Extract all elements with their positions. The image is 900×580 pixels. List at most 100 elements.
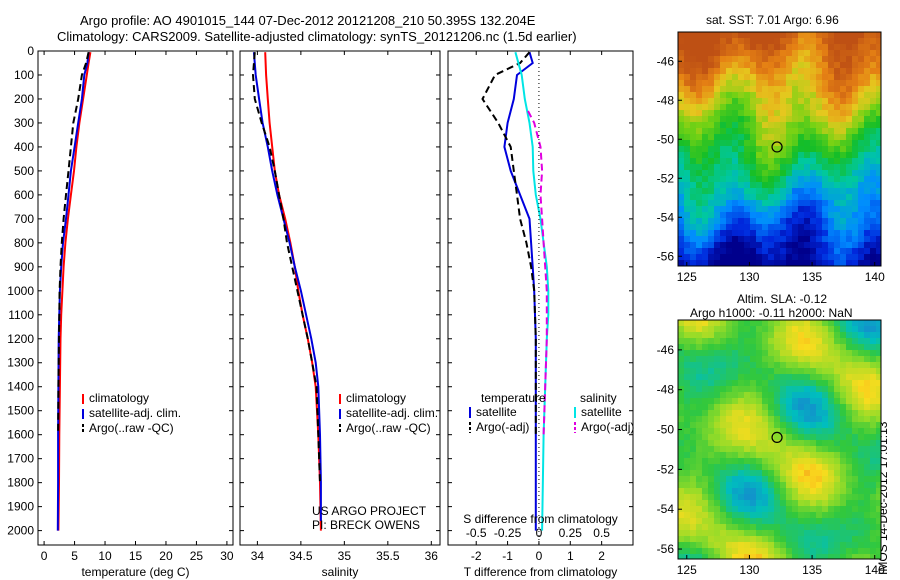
sla-map-cell xyxy=(876,434,881,440)
sla-map-cell xyxy=(822,548,828,554)
sla-map-cell xyxy=(822,554,828,559)
sst-map-cell xyxy=(870,206,876,212)
sst-map-cell xyxy=(774,92,780,98)
sla-map-cell xyxy=(738,422,744,428)
sst-map-cell xyxy=(708,116,714,122)
sla-map-cell xyxy=(696,488,702,494)
sla-map-cell xyxy=(876,338,881,344)
salinity-xtick-label: 34.5 xyxy=(289,549,313,563)
sla-map-cell xyxy=(738,446,744,452)
sst-map-cell xyxy=(720,104,726,110)
sla-map-cell xyxy=(756,332,762,338)
sdiff-tick-label: 0.25 xyxy=(559,526,583,540)
sst-map-cell xyxy=(798,32,804,38)
sst-map-cell xyxy=(684,80,690,86)
sst-map-cell xyxy=(834,170,840,176)
sst-map-frame xyxy=(677,31,882,267)
sst-map-cell xyxy=(798,128,804,134)
sst-map-cell xyxy=(834,122,840,128)
sst-map-cell xyxy=(852,56,858,62)
sst-map-cell xyxy=(852,68,858,74)
sst-map-cell xyxy=(804,68,810,74)
sla-map-cell xyxy=(756,518,762,524)
sla-map-cell xyxy=(702,374,708,380)
sla-map-cell xyxy=(798,410,804,416)
sst-map-cell xyxy=(756,44,762,50)
sla-map-cell xyxy=(768,506,774,512)
sst-map-cell xyxy=(846,68,852,74)
sla-map-cell xyxy=(720,434,726,440)
sst-map-cell xyxy=(846,158,852,164)
sla-map-cell xyxy=(684,542,690,548)
sst-map-cell xyxy=(780,62,786,68)
sla-map-cell xyxy=(780,458,786,464)
sst-map-cell xyxy=(690,230,696,236)
sla-map-cell xyxy=(858,500,864,506)
sla-map-cell xyxy=(744,416,750,422)
sst-map-cell xyxy=(834,176,840,182)
temperature-frame xyxy=(37,50,234,546)
sst-map-cell xyxy=(828,248,834,254)
sst-map-cell xyxy=(768,194,774,200)
sla-map-cell xyxy=(768,368,774,374)
sst-map-cell xyxy=(816,206,822,212)
sla-map-cell xyxy=(822,482,828,488)
sst-map-cell xyxy=(732,224,738,230)
sla-map-cell xyxy=(756,356,762,362)
sla-map-cell xyxy=(786,434,792,440)
sst-map-cell xyxy=(804,44,810,50)
sst-map-cell xyxy=(756,86,762,92)
sst-map-cell xyxy=(738,32,744,38)
sla-map-cell xyxy=(738,548,744,554)
sla-map-cell xyxy=(870,440,876,446)
sla-map-cell xyxy=(876,452,881,458)
sst-map-cell xyxy=(828,230,834,236)
sla-map-cell xyxy=(684,338,690,344)
sla-map-cell xyxy=(792,494,798,500)
sst-map-cell xyxy=(738,146,744,152)
sst-map-cell xyxy=(720,62,726,68)
sst-map-cell xyxy=(726,248,732,254)
sla-map-cell xyxy=(756,506,762,512)
sst-map-cell xyxy=(870,164,876,170)
sst-map-cell xyxy=(864,68,870,74)
sst-map-cell xyxy=(858,146,864,152)
sst-map-cell xyxy=(798,68,804,74)
sla-map-cell xyxy=(810,428,816,434)
sst-map-cell xyxy=(816,164,822,170)
sla-map-cell xyxy=(774,464,780,470)
sst-map-cell xyxy=(696,80,702,86)
sla-map-cell xyxy=(702,350,708,356)
sst-map-cell xyxy=(732,248,738,254)
sla-map-cell xyxy=(684,530,690,536)
sla-map-cell xyxy=(714,464,720,470)
sla-map-cell xyxy=(804,500,810,506)
sst-map-cell xyxy=(822,98,828,104)
sla-map-cell xyxy=(846,494,852,500)
sla-map-cell xyxy=(768,410,774,416)
sst-map-cell xyxy=(750,176,756,182)
sla-map-cell xyxy=(726,452,732,458)
sla-map-cell xyxy=(804,410,810,416)
sst-map-cell xyxy=(780,116,786,122)
sla-map-cell xyxy=(792,398,798,404)
sst-map-cell xyxy=(768,206,774,212)
sla-map-cell xyxy=(690,410,696,416)
sst-map-cell xyxy=(702,110,708,116)
sla-map-cell xyxy=(858,488,864,494)
sst-map-cell xyxy=(774,56,780,62)
sst-map-cell xyxy=(858,224,864,230)
sla-map-cell xyxy=(876,422,881,428)
sla-map-cell xyxy=(726,350,732,356)
sla-map-ytick-label: -50 xyxy=(657,423,675,437)
sla-map-cell xyxy=(750,440,756,446)
sst-map-cell xyxy=(822,56,828,62)
sla-map-cell xyxy=(732,452,738,458)
sla-map-cell xyxy=(828,404,834,410)
sst-map-cell xyxy=(678,134,684,140)
sla-map-cell xyxy=(864,512,870,518)
sst-map-cell xyxy=(870,146,876,152)
sla-map-cell xyxy=(726,458,732,464)
sla-map-cell xyxy=(870,482,876,488)
sla-map-cell xyxy=(690,464,696,470)
